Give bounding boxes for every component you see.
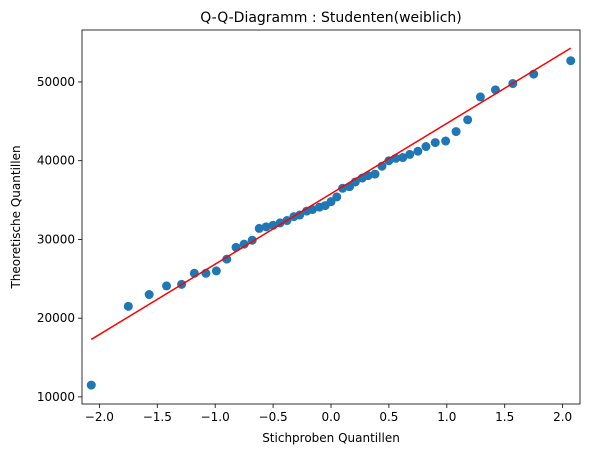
- point: [405, 149, 415, 159]
- y-tick-label: 20000: [37, 311, 75, 325]
- y-tick-label: 40000: [37, 154, 75, 168]
- point: [254, 223, 264, 233]
- point: [413, 146, 423, 156]
- chart-title: Q-Q-Diagramm : Studenten(weiblich): [200, 10, 462, 26]
- x-tick-label: −2.0: [85, 410, 114, 424]
- x-tick-label: 1.5: [495, 410, 514, 424]
- plot-frame: [81, 29, 581, 405]
- point: [261, 222, 271, 232]
- point: [295, 210, 305, 220]
- point: [231, 242, 241, 252]
- point: [475, 92, 485, 102]
- x-tick-label: 0.0: [321, 410, 340, 424]
- point: [421, 142, 431, 152]
- point: [275, 218, 285, 228]
- point: [144, 290, 154, 300]
- y-tick-label: 30000: [37, 232, 75, 246]
- point: [123, 301, 133, 311]
- x-tick-label: −1.0: [201, 410, 230, 424]
- point: [566, 56, 576, 66]
- point: [211, 266, 221, 276]
- point: [384, 156, 394, 166]
- point: [370, 169, 380, 179]
- x-tick-label: 1.0: [437, 410, 456, 424]
- point: [463, 115, 473, 125]
- x-tick-label: −0.5: [259, 410, 288, 424]
- x-axis-label: Stichproben Quantillen: [262, 431, 400, 445]
- x-tick-label: 0.5: [379, 410, 398, 424]
- y-tick-label: 50000: [37, 75, 75, 89]
- point: [441, 136, 451, 146]
- point: [451, 127, 461, 137]
- point: [332, 192, 342, 202]
- point: [398, 153, 408, 163]
- y-axis-label: Theoretische Quantillen: [9, 145, 23, 289]
- point: [239, 239, 249, 249]
- x-tick-label: 2.0: [553, 410, 572, 424]
- point: [430, 138, 440, 148]
- point: [222, 254, 232, 264]
- point: [86, 380, 96, 390]
- fit-line: [90, 47, 572, 341]
- x-tick-label: −1.5: [143, 410, 172, 424]
- point: [162, 281, 172, 291]
- y-tick-label: 10000: [37, 390, 75, 404]
